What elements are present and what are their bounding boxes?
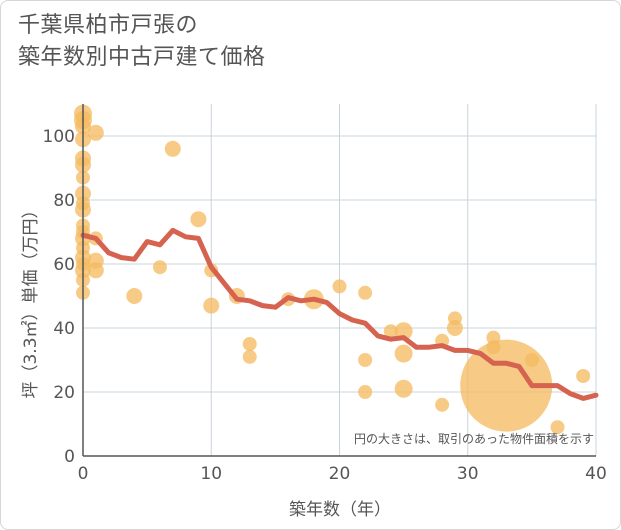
chart-title: 千葉県柏市戸張の 築年数別中古戸建て価格 <box>18 10 266 74</box>
size-note: 円の大きさは、取引のあった物件面積を示す <box>354 431 594 446</box>
y-tick-label: 0 <box>64 447 75 467</box>
x-tick-label: 20 <box>329 464 351 484</box>
x-tick-label: 0 <box>78 464 89 484</box>
y-tick-label: 80 <box>53 191 75 211</box>
x-tick-label: 10 <box>200 464 222 484</box>
x-tick-label: 30 <box>457 464 479 484</box>
data-point <box>435 397 450 412</box>
data-point <box>358 353 373 367</box>
y-tick-label: 40 <box>53 319 75 339</box>
data-point <box>394 344 413 363</box>
y-tick-label: 20 <box>53 383 75 403</box>
bubbles <box>74 104 591 435</box>
data-point <box>358 385 373 399</box>
grid <box>83 104 597 456</box>
y-tick-label: 60 <box>53 255 75 275</box>
tick-labels: 0 10 20 30 40 0 20 40 60 80 100 <box>43 127 607 484</box>
x-tick-label: 40 <box>585 464 607 484</box>
trend-line <box>80 227 599 401</box>
title-line-1: 千葉県柏市戸張の <box>18 13 199 38</box>
data-point <box>152 260 167 275</box>
data-point <box>87 262 104 279</box>
title-line-2: 築年数別中古戸建て価格 <box>18 45 266 70</box>
data-point <box>87 124 104 141</box>
y-axis-label: 坪（3.3㎡）単価（万円） <box>21 201 41 398</box>
x-axis-label: 築年数（年） <box>289 500 391 520</box>
data-point <box>164 140 181 157</box>
data-point <box>446 320 463 336</box>
data-point <box>190 211 207 228</box>
data-point <box>524 353 539 367</box>
data-point <box>203 297 220 314</box>
data-point <box>383 324 398 339</box>
data-point <box>358 285 373 300</box>
data-point <box>576 369 591 383</box>
data-point <box>242 337 257 351</box>
y-tick-label: 100 <box>43 127 75 147</box>
axes <box>82 104 596 457</box>
data-point <box>332 279 347 294</box>
data-point <box>126 288 143 304</box>
data-point <box>394 379 413 398</box>
data-point <box>242 349 257 364</box>
data-point <box>550 420 565 435</box>
